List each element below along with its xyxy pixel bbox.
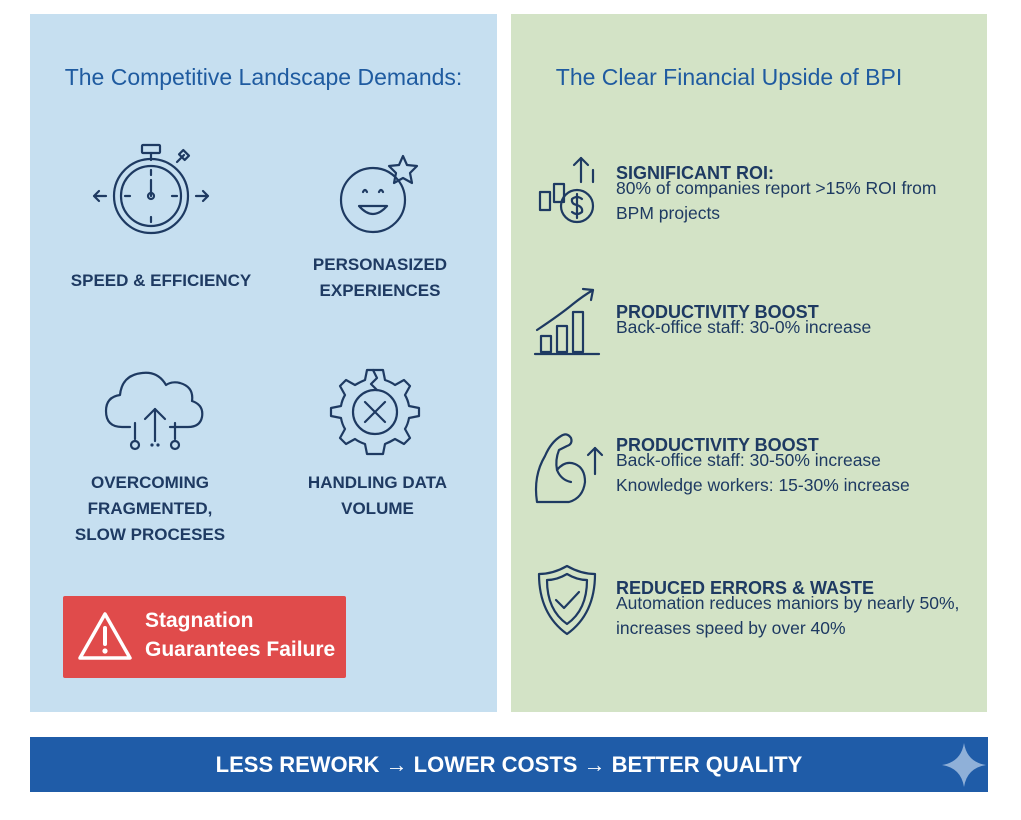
- shield-check-icon: [535, 562, 599, 638]
- handling-data-volume-label: HANDLING DATA VOLUME: [307, 473, 448, 518]
- warning-triangle-icon: [77, 610, 133, 662]
- sparkle-icon: [940, 741, 988, 789]
- right-panel-title: The Clear Financial Upside of BPI: [555, 64, 903, 90]
- banner-text: LESS REWORK → LOWER COSTS → BETTER QUALI…: [215, 752, 803, 777]
- flexed-arm-icon: [531, 426, 605, 510]
- overcoming-fragmented-label: OVERCOMING FRAGMENTED, SLOW PROCESES: [74, 473, 226, 544]
- stopwatch-icon: [86, 142, 216, 242]
- benefit-desc-roi: 80% of companies report >15% ROI from BP…: [616, 178, 937, 223]
- cloud-upload-icon: [100, 359, 210, 459]
- benefit-title-productivity-2: PRODUCTIVITY BOOST: [616, 435, 819, 455]
- personalized-experiences-label: PERSONASIZED EXPERIENCES: [312, 255, 448, 300]
- benefit-title-roi: SIGNIFICANT ROI:: [616, 163, 774, 183]
- smiley-star-icon: [335, 152, 425, 242]
- stagnation-warning-box: Stagnation Guarantees Failure: [63, 596, 346, 678]
- bar-chart-growth-icon: [533, 284, 603, 358]
- broken-gear-icon: [327, 364, 423, 460]
- warning-line-2: Guarantees Failure: [145, 638, 336, 661]
- benefit-title-productivity-1: PRODUCTIVITY BOOST: [616, 302, 819, 322]
- speed-efficiency-label: SPEED & EFFICIENCY: [70, 271, 252, 290]
- competitive-landscape-panel: The Competitive Landscape Demands: SPEED…: [30, 14, 497, 712]
- money-growth-icon: [537, 152, 603, 232]
- left-panel-title: The Competitive Landscape Demands:: [64, 64, 463, 90]
- benefit-desc-productivity-2: Back-office staff: 30-50% increase Knowl…: [616, 450, 910, 495]
- warning-line-1: Stagnation: [145, 609, 254, 632]
- benefit-desc-reduced-errors: Automation reduces maniors by nearly 50%…: [616, 593, 960, 638]
- financial-upside-panel: The Clear Financial Upside of BPI SIGNIF…: [511, 14, 987, 712]
- bottom-banner: LESS REWORK → LOWER COSTS → BETTER QUALI…: [30, 737, 988, 792]
- benefit-desc-productivity-1: Back-office staff: 30-0% increase: [616, 317, 872, 337]
- benefit-title-reduced-errors: REDUCED ERRORS & WASTE: [616, 578, 875, 598]
